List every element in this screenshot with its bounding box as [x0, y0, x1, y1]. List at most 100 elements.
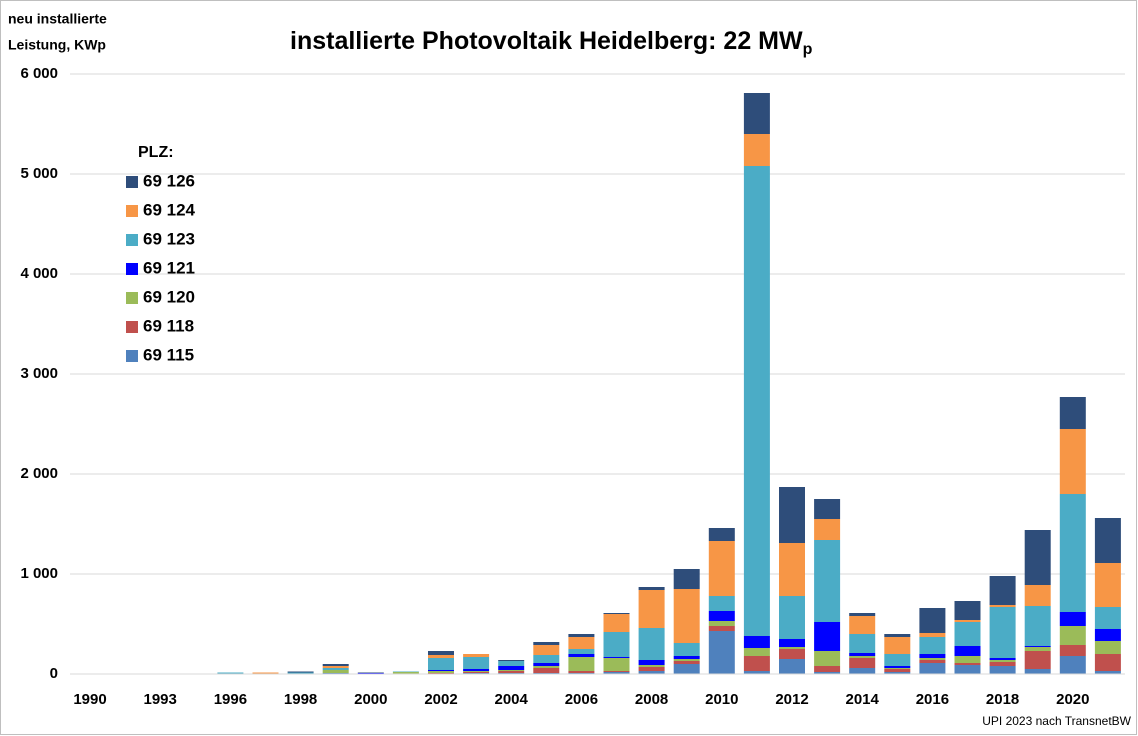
- bar-segment: [884, 666, 911, 668]
- bar-segment: [954, 663, 981, 665]
- bar-segment: [849, 658, 876, 668]
- legend-label: 69 126: [143, 171, 195, 190]
- bar-segment: [849, 656, 876, 658]
- legend-swatch: [126, 205, 138, 217]
- y-tick-label: 6 000: [20, 65, 58, 82]
- bar-segment: [919, 663, 946, 674]
- bar-segment: [217, 672, 244, 674]
- bar-segment: [357, 672, 384, 673]
- bar-segment: [1094, 629, 1121, 641]
- bar-segment: [568, 637, 595, 649]
- bar-segment: [568, 634, 595, 637]
- bar-segment: [884, 669, 911, 672]
- bar-segment: [743, 656, 770, 671]
- bar-segment: [1094, 563, 1121, 607]
- legend-label: 69 124: [143, 200, 196, 219]
- legend-label: 69 120: [143, 287, 195, 306]
- bar-segment: [814, 672, 841, 674]
- y-tick-label: 3 000: [20, 365, 58, 382]
- bar-segment: [708, 596, 735, 611]
- bar-segment: [919, 658, 946, 660]
- legend-title: PLZ:: [138, 144, 174, 161]
- legend-swatch: [126, 350, 138, 362]
- bar-segment: [568, 657, 595, 671]
- bar-segment: [673, 664, 700, 674]
- bar-segment: [463, 654, 490, 657]
- bar-segment: [814, 540, 841, 622]
- bar-segment: [919, 660, 946, 663]
- bar-segment: [533, 655, 560, 663]
- y-tick-label: 2 000: [20, 465, 58, 482]
- x-tick-label: 1993: [144, 691, 177, 708]
- bar-segment: [989, 666, 1016, 674]
- bar-segment: [673, 661, 700, 664]
- bar-segment: [498, 666, 525, 670]
- bar-segment: [638, 590, 665, 628]
- x-tick-label: 2014: [846, 691, 880, 708]
- bar-segment: [1059, 494, 1086, 612]
- legend-swatch: [126, 176, 138, 188]
- legend-swatch: [126, 321, 138, 333]
- bar-segment: [919, 633, 946, 637]
- bar-segment: [884, 672, 911, 674]
- bar-segment: [814, 499, 841, 519]
- bar-segment: [989, 605, 1016, 607]
- bar-segment: [1059, 612, 1086, 626]
- bar-segment: [1059, 397, 1086, 429]
- bar-segment: [603, 658, 630, 671]
- bar-segment: [1059, 429, 1086, 494]
- legend-label: 69 115: [143, 345, 194, 364]
- bar-segment: [603, 613, 630, 614]
- bar-segment: [603, 672, 630, 674]
- bar-segment: [954, 601, 981, 620]
- bar-segment: [673, 589, 700, 643]
- bar-segment: [638, 667, 665, 671]
- x-tick-label: 2000: [354, 691, 387, 708]
- x-tick-label: 2010: [705, 691, 738, 708]
- x-tick-label: 2006: [565, 691, 598, 708]
- bar-segment: [392, 672, 419, 674]
- bar-segment: [743, 671, 770, 674]
- bar-segment: [287, 672, 314, 674]
- x-tick-label: 1998: [284, 691, 317, 708]
- bar-segment: [708, 611, 735, 621]
- bar-segment: [1094, 671, 1121, 674]
- bar-segment: [989, 658, 1016, 660]
- bar-segment: [428, 671, 454, 673]
- bar-segment: [743, 134, 770, 166]
- bar-segment: [428, 651, 454, 655]
- bar-segment: [884, 668, 911, 669]
- bar-segment: [779, 596, 805, 639]
- bar-segment: [814, 666, 841, 672]
- bar-segment: [603, 657, 630, 658]
- bar-segment: [638, 660, 665, 665]
- x-tick-label: 1996: [214, 691, 247, 708]
- bar-segment: [743, 93, 770, 134]
- bar-segment: [498, 661, 525, 666]
- bar-segment: [322, 664, 349, 666]
- y-tick-label: 1 000: [20, 565, 58, 582]
- bar-segment: [779, 647, 805, 649]
- bar-segment: [1094, 607, 1121, 629]
- source-note: UPI 2023 nach TransnetBW: [982, 714, 1131, 728]
- bar-segment: [779, 649, 805, 659]
- bar-segment: [743, 166, 770, 636]
- bar-segment: [498, 670, 525, 671]
- bar-segment: [954, 656, 981, 663]
- bar-segment: [989, 576, 1016, 605]
- bar-segment: [1059, 626, 1086, 645]
- bar-segment: [568, 671, 595, 673]
- bar-segment: [568, 649, 595, 654]
- legend-swatch: [126, 234, 138, 246]
- bar-segment: [814, 651, 841, 666]
- bar-segment: [603, 671, 630, 672]
- bar-segment: [673, 569, 700, 589]
- bar-segment: [463, 669, 490, 671]
- bar-segment: [1024, 646, 1051, 647]
- bar-segment: [849, 616, 876, 634]
- bar-segment: [1024, 606, 1051, 646]
- bar-segment: [533, 668, 560, 673]
- bar-segment: [673, 659, 700, 661]
- bar-segment: [252, 672, 279, 674]
- bar-segment: [989, 607, 1016, 658]
